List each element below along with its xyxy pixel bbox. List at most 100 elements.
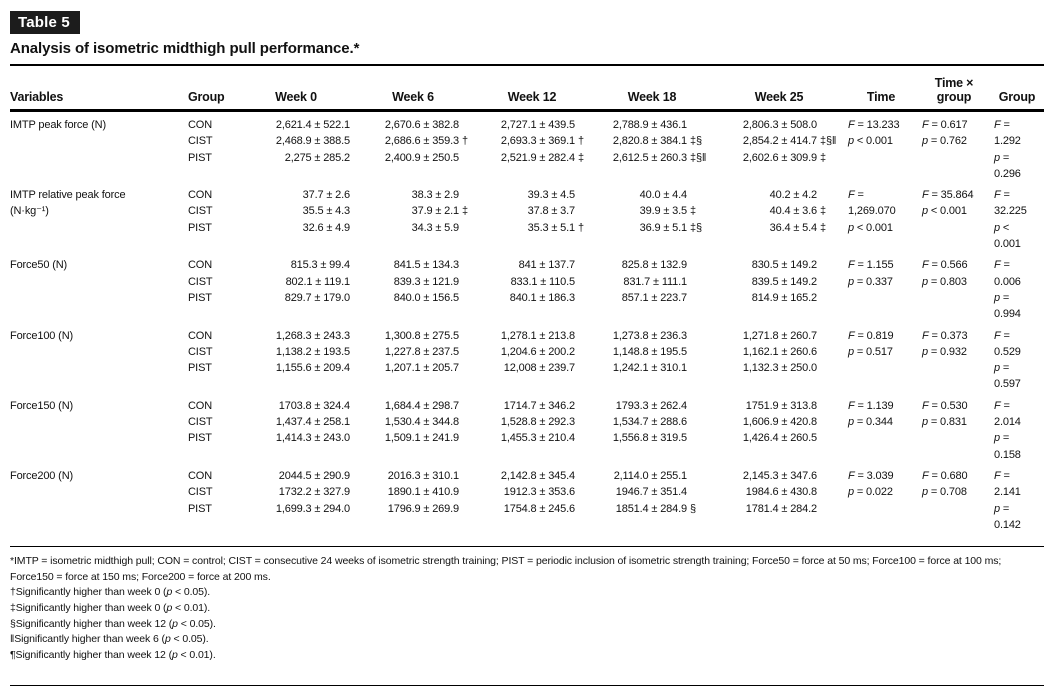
stat-line: p =	[994, 291, 1010, 304]
value-cell: 1796.9 ± 269.9	[387, 502, 459, 515]
table-caption: Analysis of isometric midthigh pull perf…	[10, 40, 360, 57]
group-label: CIST	[188, 416, 213, 429]
table-row-block: IMTP peak force (N) CON CIST PIST 2,621.4 ± …	[10, 117, 1044, 182]
value-cell: 1,155.6 ± 209.4	[275, 362, 350, 375]
stat-line: p =	[994, 151, 1010, 164]
value-cell: 1781.4 ± 284.2	[745, 502, 817, 515]
value-cell: 840.0 ± 156.5	[393, 291, 459, 304]
week-values: 1703.8 ± 324.4 1,437.4 ± 258.1 1,414.3 ± 2…	[240, 398, 352, 463]
stat-line: F =	[994, 469, 1010, 482]
value-cell: 1714.7 ± 346.2	[503, 399, 575, 412]
group-label: CON	[188, 329, 212, 342]
group-label: CIST	[188, 275, 213, 288]
table-body: IMTP peak force (N) CON CIST PIST 2,621.4 ± …	[10, 112, 1044, 533]
stat-line: 0.006	[994, 275, 1021, 288]
week-values: 2,145.3 ± 347.6 1984.6 ± 430.8 1781.4 ± 28…	[714, 468, 844, 533]
footnote-line: †Significantly higher than week 0 (p < 0…	[10, 586, 211, 599]
value-cell: 1,534.7 ± 288.6	[612, 416, 687, 429]
value-cell: 1,556.8 ± 319.5	[612, 432, 687, 445]
value-cell: 34.3 ± 5.9	[411, 221, 460, 234]
week-values: 38.3 ± 2.9 37.9 ± 2.1 ‡ 34.3 ± 5.9	[352, 187, 474, 252]
column-header-week12: Week 12	[507, 90, 557, 104]
stat-line: 0.158	[994, 448, 1021, 461]
stat-line: F = 1.139	[848, 399, 894, 412]
value-cell: 1,162.1 ± 260.6	[742, 345, 817, 358]
week-values: 830.5 ± 149.2 839.5 ± 149.2 814.9 ± 165.2	[714, 257, 844, 322]
stat-line: 0.001	[994, 238, 1021, 251]
value-cell: 1,207.1 ± 205.7	[384, 362, 459, 375]
value-cell: 1912.3 ± 353.6	[503, 486, 575, 499]
value-cell: 2,114.0 ± 255.1	[613, 469, 687, 482]
group-label: CON	[188, 189, 212, 202]
stat-line: p = 0.708	[922, 486, 967, 499]
group-labels: CON CIST PIST	[188, 187, 240, 252]
table-row-block: Force50 (N) CON CIST PIST 815.3 ± 99.4 802.1 …	[10, 257, 1044, 322]
week-values: 841 ± 137.7 833.1 ± 110.5 840.1 ± 186.3	[474, 257, 590, 322]
variable-name: Force50 (N)	[10, 257, 188, 322]
significance-marker: ‡	[820, 151, 826, 164]
variable-line: IMTP relative peak force	[10, 189, 126, 202]
title-rule	[10, 64, 1044, 66]
value-cell: 815.3 ± 99.4	[290, 259, 350, 272]
significance-marker: ‡	[690, 205, 696, 218]
stat-line: p = 0.831	[922, 416, 967, 429]
value-cell: 1,132.3 ± 250.0	[742, 362, 817, 375]
stat-line: p = 0.337	[848, 275, 893, 288]
stat-line: p =	[994, 502, 1010, 515]
value-cell: 1851.4 ± 284.9 §	[590, 501, 714, 517]
stat-line: F = 35.864	[922, 189, 974, 202]
table-row-block: Force150 (N) CON CIST PIST 1703.8 ± 324.4 1,4…	[10, 398, 1044, 463]
table-number-badge: Table 5	[10, 11, 80, 34]
value-cell: 1,242.1 ± 310.1	[612, 362, 687, 375]
value-cell: 1,138.2 ± 193.5	[275, 345, 350, 358]
stat-values: F = 0.819 p = 0.517	[844, 328, 918, 393]
stat-line: F =	[994, 119, 1010, 131]
value-cell: 2,142.8 ± 345.4	[500, 469, 575, 482]
stat-line: p < 0.001	[848, 135, 893, 148]
stat-line: 0.597	[994, 378, 1021, 391]
week-values: 1714.7 ± 346.2 1,528.8 ± 292.3 1,455.3 ± 2…	[474, 398, 590, 463]
stat-line: F = 0.373	[922, 329, 968, 342]
value-cell: 814.9 ± 165.2	[751, 291, 817, 304]
value-cell: 1,509.1 ± 241.9	[384, 432, 459, 445]
stat-line: F = 13.233	[848, 119, 900, 131]
value-cell: 2,275 ± 285.2	[284, 151, 350, 164]
column-header-time-x-group: Time × group	[918, 76, 990, 104]
column-header-week25: Week 25	[754, 90, 804, 104]
week-values: 1,684.4 ± 298.7 1,530.4 ± 344.8 1,509.1 ± …	[352, 398, 474, 463]
bottom-rule	[10, 685, 1044, 686]
group-label: PIST	[188, 432, 212, 445]
group-label: PIST	[188, 362, 212, 375]
value-cell: 2,854.2 ± 414.7 ‡§‖	[714, 133, 844, 149]
column-header-time: Time	[866, 90, 896, 104]
stat-values: F = 2.141 p = 0.142	[990, 468, 1044, 533]
value-cell: 2044.5 ± 290.9	[278, 469, 350, 482]
column-header-variables: Variables	[10, 90, 64, 104]
footnote-line: *IMTP = isometric midthigh pull; CON = c…	[10, 555, 1002, 583]
table-row-block: Force200 (N) CON CIST PIST 2044.5 ± 290.9 173…	[10, 468, 1044, 533]
stat-line: p = 0.344	[848, 416, 893, 429]
footnote-line: §Significantly higher than week 12 (p < …	[10, 617, 216, 630]
value-cell: 1,699.3 ± 294.0	[275, 502, 350, 515]
value-cell: 39.3 ± 4.5	[527, 189, 576, 202]
column-header-group-stat: Group	[998, 90, 1036, 104]
value-cell: 2,612.5 ± 260.3 ‡§‖	[590, 150, 714, 166]
stat-line: F = 0.566	[922, 259, 968, 272]
value-cell: 1,426.4 ± 260.5	[742, 432, 817, 445]
week-values: 2016.3 ± 310.1 1890.1 ± 410.9 1796.9 ± 269…	[352, 468, 474, 533]
value-cell: 1,278.1 ± 213.8	[500, 329, 575, 342]
value-cell: 2,145.3 ± 347.6	[742, 469, 817, 482]
stat-values: F = 1.139 p = 0.344	[844, 398, 918, 463]
value-cell: 2,788.9 ± 436.1	[612, 119, 687, 131]
value-cell: 1,414.3 ± 243.0	[275, 432, 350, 445]
value-cell: 2,602.6 ± 309.9 ‡	[714, 150, 844, 166]
stat-line: F =	[994, 399, 1010, 412]
significance-marker: ‡	[462, 205, 468, 218]
group-label: CON	[188, 259, 212, 272]
column-header-week6: Week 6	[392, 90, 434, 104]
stat-line: p = 0.932	[922, 345, 967, 358]
table-page: Table 5 Analysis of isometric midthigh p…	[10, 11, 1044, 661]
stat-line: 2.141	[994, 486, 1021, 499]
group-label: PIST	[188, 221, 212, 234]
value-cell: 1,148.8 ± 195.5	[612, 345, 687, 358]
